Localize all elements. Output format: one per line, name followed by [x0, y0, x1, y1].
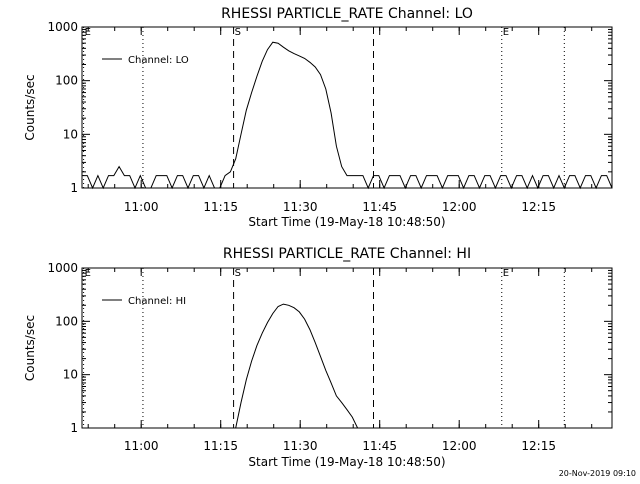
event-marker-label: S — [235, 27, 241, 38]
x-axis-label: Start Time (19-May-18 10:48:50) — [248, 215, 445, 229]
y-tick-label: 1 — [70, 181, 78, 195]
legend-entry: Channel: HI — [128, 296, 186, 307]
plot-frame — [81, 26, 613, 189]
x-tick-label: 12:00 — [442, 439, 477, 453]
legend-entry: Channel: LO — [128, 55, 189, 66]
y-axis-label: Counts/sec — [23, 74, 37, 140]
event-marker-label: E — [85, 27, 91, 38]
x-tick-label: 11:30 — [283, 200, 318, 214]
x-tick-label: 11:15 — [203, 439, 238, 453]
y-axis-label: Counts/sec — [23, 315, 37, 381]
event-marker-label: E — [503, 27, 509, 38]
y-tick-label: 1000 — [47, 20, 78, 34]
y-tick-label: 10 — [63, 127, 78, 141]
x-tick-label: 12:15 — [521, 200, 556, 214]
y-tick-label: 10 — [63, 368, 78, 382]
series-line — [235, 303, 359, 429]
series-line — [82, 41, 613, 190]
y-tick-label: 100 — [55, 74, 78, 88]
footer-timestamp: 20-Nov-2019 09:10 — [558, 469, 636, 478]
plot-frame — [81, 267, 613, 429]
x-tick-label: 11:30 — [283, 439, 318, 453]
y-tick-label: 100 — [55, 314, 78, 328]
x-axis-label: Start Time (19-May-18 10:48:50) — [248, 455, 445, 469]
x-tick-label: 11:00 — [124, 200, 159, 214]
event-marker-label: E — [503, 268, 509, 279]
x-tick-label: 11:15 — [203, 200, 238, 214]
event-marker-label: E — [85, 268, 91, 279]
chart-title: RHESSI PARTICLE_RATE Channel: HI — [223, 246, 471, 262]
x-tick-label: 12:15 — [521, 439, 556, 453]
chart-title: RHESSI PARTICLE_RATE Channel: LO — [221, 6, 473, 22]
event-marker-label: S — [235, 268, 241, 279]
x-tick-label: 12:00 — [442, 200, 477, 214]
y-tick-label: 1 — [70, 421, 78, 435]
x-tick-label: 11:00 — [124, 439, 159, 453]
y-tick-label: 1000 — [47, 261, 78, 275]
x-tick-label: 11:45 — [362, 439, 397, 453]
x-tick-label: 11:45 — [362, 200, 397, 214]
